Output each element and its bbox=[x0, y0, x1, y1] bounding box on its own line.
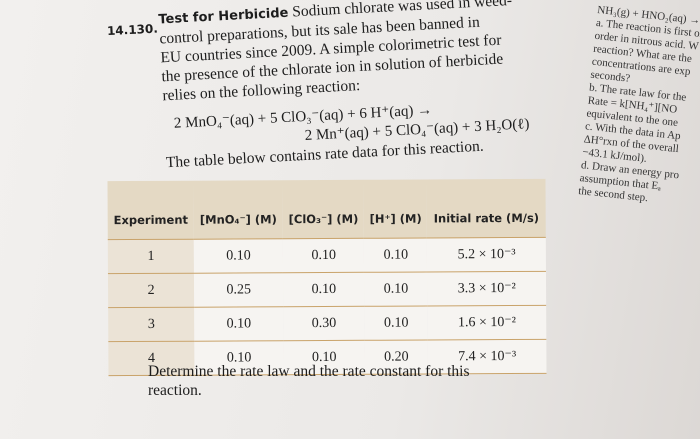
question-line: Determine the rate law and the rate cons… bbox=[148, 363, 470, 380]
table-cell: 0.10 bbox=[282, 238, 365, 273]
table-cell: 0.10 bbox=[194, 306, 284, 342]
problem-text: Test for Herbicide Sodium chlorate was u… bbox=[158, 0, 558, 172]
problem: 14.130. Test for Herbicide Sodium chlora… bbox=[106, 0, 558, 175]
problem-number: 14.130. bbox=[106, 21, 159, 39]
side-column: NH₃(g) + HNO₂(aq) → NH₄NO₂a. The reactio… bbox=[578, 4, 700, 209]
table-cell: 2 bbox=[107, 273, 195, 308]
table-row: 2 0.25 0.10 0.10 3.3 × 10⁻² bbox=[107, 271, 547, 308]
column-header: [ClO₃⁻] (M) bbox=[282, 179, 365, 239]
table-cell: 0.10 bbox=[364, 237, 428, 273]
table-cell: 0.10 bbox=[364, 271, 428, 307]
column-header: [MnO₄⁻] (M) bbox=[193, 180, 283, 240]
table-cell: 0.25 bbox=[194, 272, 284, 308]
table-cell: 0.10 bbox=[364, 305, 428, 341]
column-header: Initial rate (M/s) bbox=[426, 178, 546, 238]
table-cell: 3.3 × 10⁻² bbox=[427, 271, 547, 306]
table-cell: 3 bbox=[108, 307, 195, 342]
column-header: Experiment bbox=[107, 180, 195, 240]
table-row: 3 0.10 0.30 0.10 1.6 × 10⁻² bbox=[108, 305, 547, 342]
table-row: 1 0.10 0.10 0.10 5.2 × 10⁻³ bbox=[107, 237, 546, 274]
table-cell: 0.10 bbox=[194, 238, 284, 274]
table-cell: 1.6 × 10⁻² bbox=[427, 305, 547, 340]
table-cell: 0.30 bbox=[283, 306, 365, 341]
table-cell: 5.2 × 10⁻³ bbox=[427, 237, 546, 272]
column-header: [H⁺] (M) bbox=[363, 179, 428, 239]
table-cell: 1 bbox=[107, 239, 195, 274]
table-cell: 0.10 bbox=[283, 272, 365, 307]
question: Determine the rate law and the rate cons… bbox=[148, 362, 470, 400]
question-line: reaction. bbox=[148, 382, 202, 399]
rate-table: Experiment [MnO₄⁻] (M) [ClO₃⁻] (M) [H⁺] (M)… bbox=[107, 178, 547, 376]
